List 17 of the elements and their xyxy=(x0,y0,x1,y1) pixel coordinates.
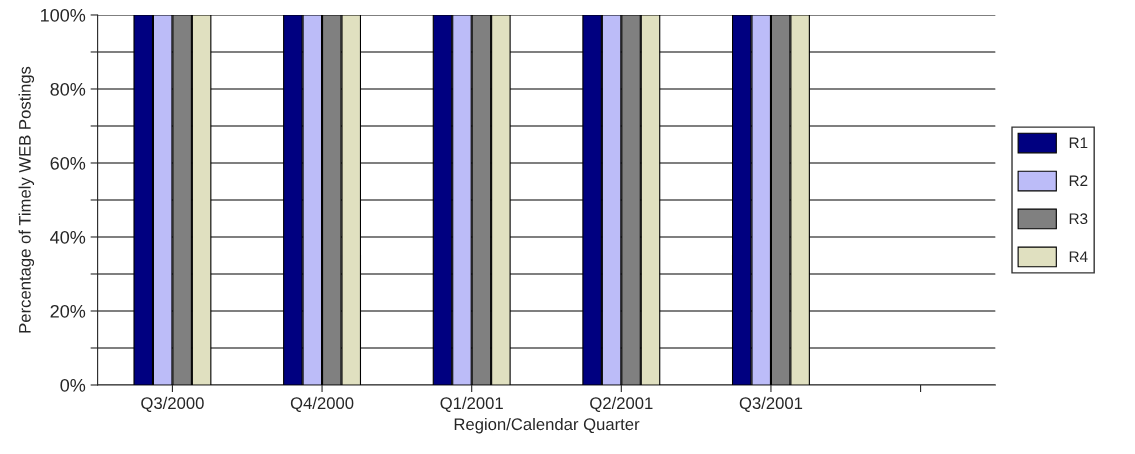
y-tick-label: 40% xyxy=(50,230,86,244)
x-tick-label: Q3/2000 xyxy=(141,396,204,413)
x-axis-title: Region/Calendar Quarter xyxy=(454,417,640,434)
y-tick-label: 80% xyxy=(50,82,86,96)
x-tick-label: Q1/2001 xyxy=(440,396,503,413)
x-tick-label: Q4/2000 xyxy=(290,396,354,413)
y-tick-label: 60% xyxy=(50,156,86,170)
x-tick-label: Q2/2001 xyxy=(590,396,653,413)
y-tick-label: 20% xyxy=(50,304,86,318)
legend-label: R4 xyxy=(1069,251,1088,262)
y-axis-title: Percentage of Timely WEB Postings xyxy=(18,66,35,333)
y-tick-label: 100% xyxy=(41,8,86,22)
legend-label: R3 xyxy=(1069,213,1088,225)
legend-label: R2 xyxy=(1069,175,1088,187)
y-tick-label: 0% xyxy=(60,378,86,392)
x-tick-label: Q3/2001 xyxy=(739,396,803,413)
legend-label: R1 xyxy=(1069,137,1088,149)
